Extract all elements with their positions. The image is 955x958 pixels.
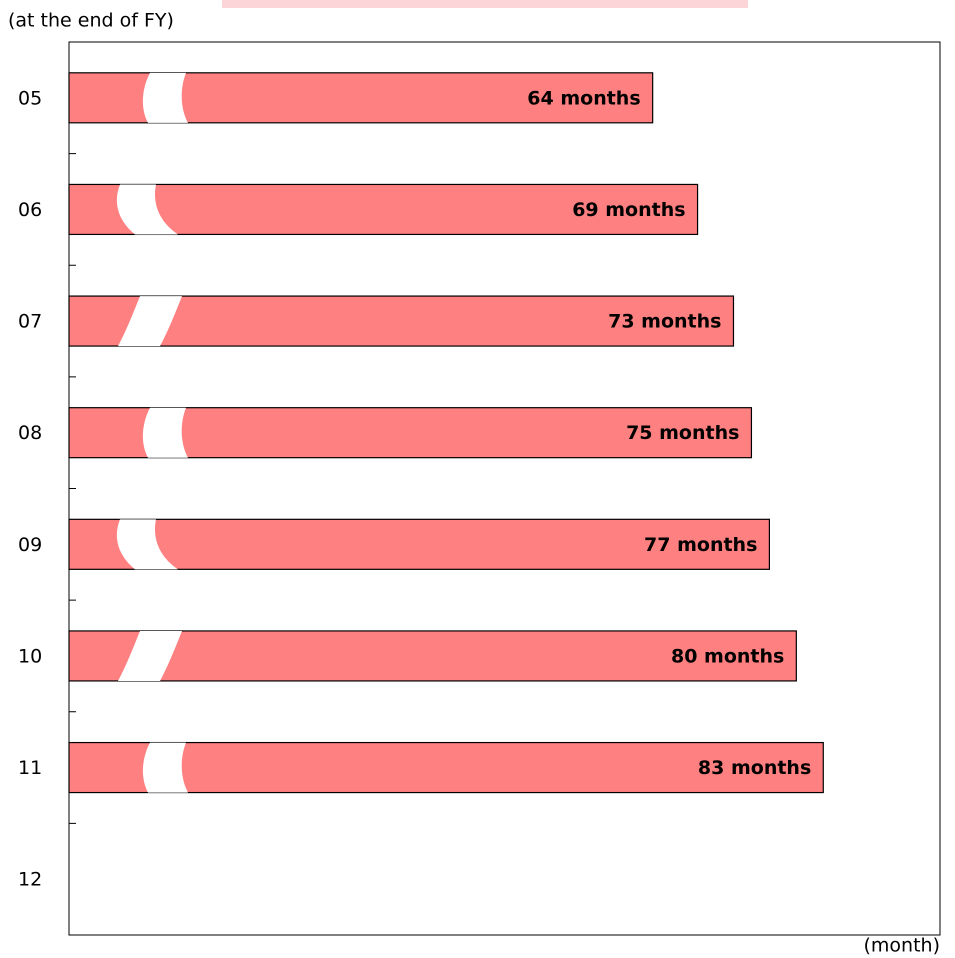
value-label: 64 months bbox=[527, 87, 640, 109]
axis-break bbox=[116, 519, 178, 570]
value-label: 83 months bbox=[698, 757, 811, 779]
x-axis-title: (month) bbox=[864, 935, 941, 957]
value-label: 73 months bbox=[608, 311, 721, 333]
axis-break bbox=[142, 72, 188, 123]
axis-break bbox=[118, 630, 182, 681]
axis-break bbox=[142, 742, 188, 793]
bar bbox=[68, 183, 699, 236]
y-axis-title: (at the end of FY) bbox=[8, 10, 174, 32]
bar bbox=[68, 295, 735, 347]
y-tick-label: 08 bbox=[18, 422, 42, 444]
axis-break bbox=[142, 407, 188, 458]
y-tick-label: 10 bbox=[18, 645, 42, 667]
value-label: 69 months bbox=[572, 199, 685, 221]
y-tick-label: 09 bbox=[18, 534, 42, 556]
bar bbox=[68, 630, 797, 682]
y-tick-label: 12 bbox=[18, 869, 42, 891]
bar bbox=[68, 518, 770, 570]
y-tick-label: 07 bbox=[18, 311, 42, 333]
axis-break bbox=[118, 296, 182, 347]
y-tick-label: 11 bbox=[18, 757, 42, 779]
value-label: 75 months bbox=[626, 422, 739, 444]
axis-break bbox=[116, 184, 178, 235]
plot-frame bbox=[68, 41, 941, 936]
value-label: 77 months bbox=[644, 534, 757, 556]
y-tick-label: 05 bbox=[18, 87, 42, 109]
y-tick-label: 06 bbox=[18, 199, 42, 221]
bar bbox=[68, 741, 824, 794]
header-band bbox=[222, 0, 748, 8]
value-label: 80 months bbox=[671, 645, 784, 667]
